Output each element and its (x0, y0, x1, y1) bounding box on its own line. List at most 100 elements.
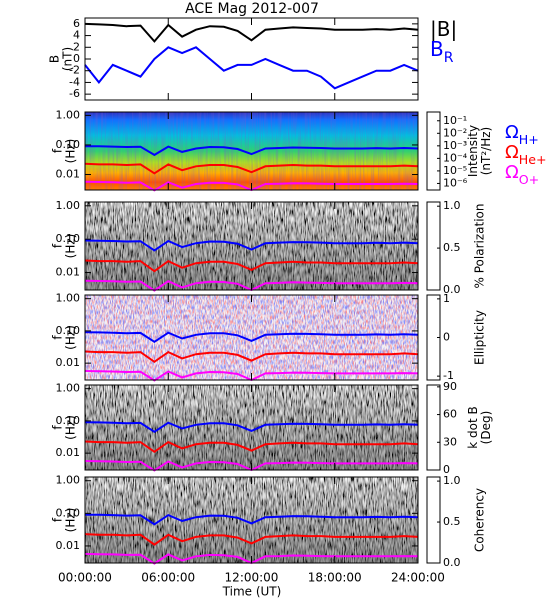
y-tick-label: 4 (73, 29, 80, 42)
y-axis-label: (Hz) (64, 325, 78, 350)
colorbar-frame (426, 201, 441, 291)
data-line (84, 350, 419, 364)
data-line (84, 331, 419, 343)
colorbar-tick-label: 90 (443, 380, 457, 393)
data-line (84, 259, 419, 273)
y-tick-label: 0.01 (56, 539, 81, 552)
data-line (84, 513, 419, 526)
spectrogram-shade (85, 477, 418, 563)
colorbar-tick-label: 10⁻⁵ (443, 164, 467, 177)
legend-label: ΩHe+ (505, 142, 547, 167)
colorbar-tick-label: 10⁻⁴ (443, 151, 468, 164)
legend-subscript: R (444, 50, 454, 66)
legend-name: Ω (505, 162, 519, 183)
legend-name: B (430, 37, 444, 61)
y-tick-label: 1.00 (56, 108, 81, 121)
y-tick-label: 0 (73, 52, 80, 65)
data-line (84, 421, 419, 433)
legend-label: BR (430, 37, 454, 67)
y-axis-label: f (51, 243, 65, 248)
y-axis-label: B (48, 55, 62, 63)
y-axis-label: f (51, 335, 65, 340)
data-line (84, 440, 419, 454)
colorbar-tick-label: 0 (443, 331, 450, 344)
colorbar-tick-label: 0.0 (443, 556, 461, 569)
colorbar (426, 476, 441, 564)
legend-name: Ω (505, 142, 519, 163)
data-line (84, 46, 419, 90)
colorbar-tick-label: -1 (443, 369, 454, 382)
spectrogram-shade (85, 385, 418, 470)
y-tick-label: 0.01 (56, 446, 81, 459)
y-axis-label: (nT) (61, 47, 75, 71)
y-tick-label: 1.00 (56, 199, 81, 212)
y-tick-label: 0.10 (56, 232, 81, 245)
colorbar-tick-label: 10⁻¹ (443, 114, 467, 127)
y-tick-label: -2 (69, 64, 80, 77)
y-axis-label: (Hz) (64, 139, 78, 164)
y-tick-label: 1.00 (56, 292, 81, 305)
colorbar-tick-label: 30 (443, 435, 457, 448)
y-tick-label: 0.01 (56, 266, 81, 279)
y-tick-label: 0.01 (56, 356, 81, 369)
legend-subscript: H+ (519, 132, 539, 147)
colorbar (426, 111, 441, 191)
y-tick-label: 1.00 (56, 474, 81, 487)
data-line (84, 162, 419, 175)
data-line (84, 239, 419, 252)
x-tick-label: 00:00:00 (58, 571, 112, 585)
colorbar (426, 201, 441, 291)
y-tick-label: 1.00 (56, 382, 81, 395)
legend-subscript: He+ (519, 152, 547, 167)
colorbar-tick-label: 10⁻² (443, 126, 467, 139)
legend-name: Ω (505, 122, 519, 143)
data-line (84, 22, 419, 43)
x-tick-label: 18:00:00 (308, 571, 362, 585)
colorbar-tick-label: 0.5 (443, 515, 461, 528)
y-axis-label: (Hz) (64, 508, 78, 533)
spectrogram-shade (85, 202, 418, 290)
x-axis-label: Time (UT) (222, 585, 282, 599)
y-tick-label: 0.10 (56, 414, 81, 427)
data-line (84, 145, 419, 157)
colorbar-tick-label: 10⁻³ (443, 139, 467, 152)
colorbar-frame (426, 476, 441, 564)
legend-name: |B| (430, 17, 457, 41)
legend-label: ΩH+ (505, 122, 539, 147)
colorbar-tick-label: 1 (443, 292, 450, 305)
colorbar-tick-label: 0.5 (443, 241, 461, 254)
colorbar-label: (nT²/Hz) (479, 127, 493, 175)
chart-title: ACE Mag 2012-007 (185, 1, 319, 17)
colorbar-frame (426, 384, 441, 471)
colorbar-tick-label: 1.0 (443, 474, 461, 487)
legend-label: |B| (430, 17, 457, 41)
y-tick-label: 0.01 (56, 168, 81, 181)
colorbar-label: Ellipticity (473, 310, 487, 365)
colorbar-tick-label: 10⁻⁶ (443, 176, 468, 189)
y-tick-label: 2 (73, 40, 80, 53)
x-tick-label: 12:00:00 (225, 571, 279, 585)
y-tick-label: 6 (73, 17, 80, 30)
y-axis-label: (Hz) (64, 415, 78, 440)
colorbar (426, 384, 441, 471)
y-axis-label: f (51, 148, 65, 153)
y-axis-label: f (51, 517, 65, 522)
colorbar-frame (426, 111, 441, 191)
y-tick-label: 0.10 (56, 324, 81, 337)
legend-label: ΩO+ (505, 162, 539, 187)
x-tick-label: 24:00:00 (391, 571, 445, 585)
colorbar-label: k dot B (466, 406, 480, 448)
colorbar-tick-label: 60 (443, 408, 457, 421)
x-tick-label: 06:00:00 (141, 571, 195, 585)
y-tick-label: -6 (69, 87, 80, 100)
colorbar-label: (Deg) (479, 411, 493, 445)
spectrogram-texture (85, 112, 418, 190)
colorbar-label: % Polarization (473, 204, 487, 289)
colorbar-label: Intensity (466, 125, 480, 177)
y-axis-label: f (51, 425, 65, 430)
spectrogram-texture (85, 295, 418, 380)
legend-subscript: O+ (519, 172, 539, 187)
data-line (84, 533, 419, 546)
colorbar-label: Coherency (473, 488, 487, 552)
